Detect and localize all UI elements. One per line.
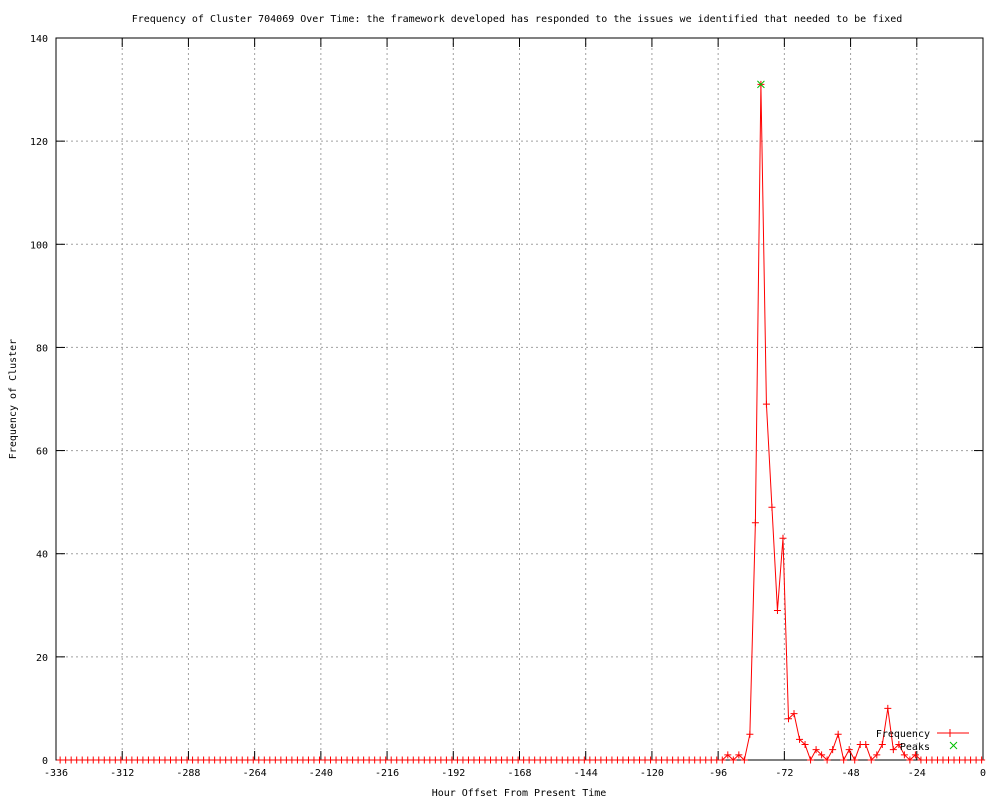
x-tick-label: -216 <box>375 768 399 779</box>
x-tick-label: -72 <box>775 768 793 779</box>
y-tick-label: 40 <box>36 550 48 561</box>
legend-marker-frequency <box>949 729 957 737</box>
frequency-point <box>790 710 798 718</box>
x-tick-label: -96 <box>709 768 727 779</box>
y-tick-label: 120 <box>30 137 48 148</box>
frequency-point <box>740 756 748 764</box>
frequency-point <box>851 756 859 764</box>
frequency-point <box>779 534 787 542</box>
frequency-point <box>878 741 886 749</box>
y-axis-label: Frequency of Cluster <box>8 339 19 459</box>
frequency-point <box>823 756 831 764</box>
x-tick-label: -192 <box>441 768 465 779</box>
y-tick-label: 0 <box>42 756 48 767</box>
x-tick-label: -336 <box>44 768 68 779</box>
frequency-point <box>735 751 743 759</box>
axes: -336 -312 -288 -264 -240 -216 -192 -168 -144 -120… <box>30 34 986 779</box>
frequency-point <box>900 751 908 759</box>
x-tick-label: -144 <box>574 768 598 779</box>
legend-label-frequency: Frequency <box>876 729 930 740</box>
frequency-point <box>762 400 770 408</box>
x-tick-label: -120 <box>640 768 664 779</box>
y-tick-label: 80 <box>36 343 48 354</box>
frequency-point <box>773 606 781 614</box>
y-tick-label: 20 <box>36 653 48 664</box>
x-tick-label: -264 <box>243 768 267 779</box>
frequency-point <box>818 751 826 759</box>
x-tick-label: -240 <box>309 768 333 779</box>
series <box>56 80 986 764</box>
legend-marker-peaks <box>949 741 958 750</box>
frequency-point <box>862 741 870 749</box>
frequency-point <box>718 756 726 764</box>
frequency-point <box>911 751 919 759</box>
x-axis-label: Hour Offset From Present Time <box>432 788 607 799</box>
x-tick-label: 0 <box>980 768 986 779</box>
frequency-point <box>812 746 820 754</box>
x-tick-label: -24 <box>908 768 926 779</box>
frequency-point <box>845 746 853 754</box>
frequency-point <box>807 756 815 764</box>
frequency-point <box>889 746 897 754</box>
frequency-point <box>751 519 759 527</box>
frequency-point <box>724 751 732 759</box>
y-tick-label: 60 <box>36 447 48 458</box>
frequency-point <box>867 756 875 764</box>
frequency-point <box>729 756 737 764</box>
frequency-point <box>746 730 754 738</box>
frequency-point <box>768 503 776 511</box>
frequency-line <box>60 84 982 762</box>
grid <box>56 38 983 760</box>
frequency-point <box>801 741 809 749</box>
peak-point <box>757 80 765 89</box>
frequency-point <box>840 756 848 764</box>
frequency-point <box>906 756 914 764</box>
frequency-point <box>978 756 986 764</box>
frequency-point <box>796 735 804 743</box>
frequency-point <box>884 704 892 712</box>
x-tick-label: -168 <box>507 768 531 779</box>
legend-label-peaks: Peaks <box>900 742 930 753</box>
frequency-point <box>873 751 881 759</box>
y-tick-label: 140 <box>30 34 48 45</box>
chart-title: Frequency of Cluster 704069 Over Time: t… <box>132 14 903 25</box>
frequency-point <box>895 741 903 749</box>
frequency-point <box>829 746 837 754</box>
frequency-point <box>784 715 792 723</box>
x-tick-label: -48 <box>842 768 860 779</box>
legend: Frequency Peaks <box>876 729 969 753</box>
y-tick-label: 100 <box>30 240 48 251</box>
x-tick-label: -288 <box>176 768 200 779</box>
frequency-point <box>834 730 842 738</box>
x-tick-label: -312 <box>110 768 134 779</box>
